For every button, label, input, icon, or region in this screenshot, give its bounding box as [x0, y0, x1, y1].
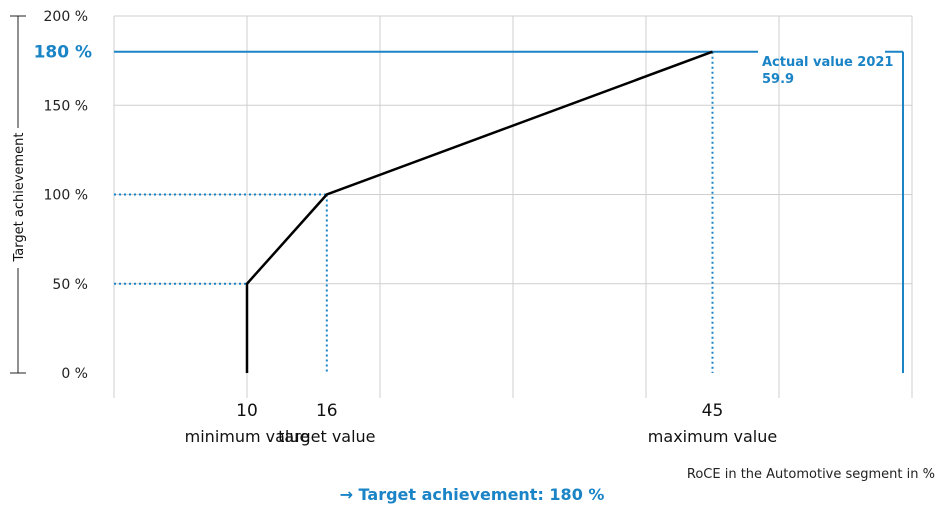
y-tick-label: 200 % — [44, 9, 88, 25]
x-tick-caption: target value — [278, 427, 375, 446]
y-axis — [10, 15, 26, 374]
y-tick-label: 0 % — [61, 366, 88, 382]
series — [245, 50, 713, 373]
y-tick-label: 100 % — [44, 188, 88, 204]
target-achievement-line — [245, 50, 713, 373]
labels: Target achievement RoCE in the Automotiv… — [12, 9, 935, 504]
y-tick-label: 50 % — [52, 277, 88, 293]
x-tick-label: 45 — [702, 401, 724, 421]
result-text: → Target achievement: 180 % — [340, 485, 605, 504]
actual-value-label: Actual value 2021 — [762, 55, 893, 70]
highlight-tick-label: 180 % — [34, 43, 92, 63]
guide-lines — [114, 50, 904, 373]
grid — [113, 15, 913, 398]
y-axis-label: Target achievement — [12, 132, 27, 262]
actual-value-number: 59.9 — [762, 72, 794, 87]
x-tick-caption: minimum value — [185, 427, 310, 446]
x-tick-caption: maximum value — [648, 427, 777, 446]
x-tick-label: 16 — [316, 401, 338, 421]
x-axis-label: RoCE in the Automotive segment in % — [687, 467, 935, 482]
y-tick-label: 150 % — [44, 98, 88, 114]
x-tick-label: 10 — [236, 401, 258, 421]
